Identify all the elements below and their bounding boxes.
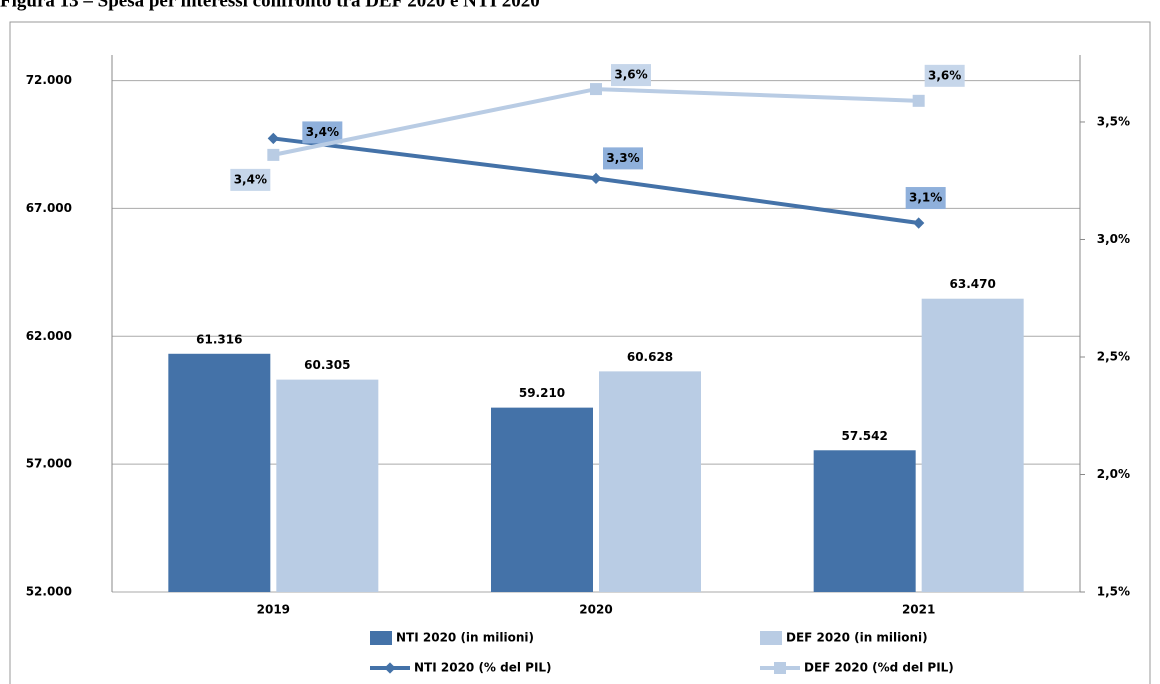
bar xyxy=(813,450,916,592)
bar xyxy=(276,379,379,592)
y-tick-label: 57.000 xyxy=(26,457,72,471)
marker xyxy=(267,148,280,161)
line-label: 3,4% xyxy=(306,125,339,139)
label-box xyxy=(230,168,271,191)
bar-label: 59.210 xyxy=(519,386,565,400)
bar xyxy=(599,371,701,592)
bar-label: 61.316 xyxy=(196,332,242,346)
legend-swatch xyxy=(760,631,782,645)
marker xyxy=(912,94,925,107)
x-tick-label: 2020 xyxy=(579,603,612,617)
marker xyxy=(913,217,925,229)
marker xyxy=(590,172,602,185)
y-tick-label: 62.000 xyxy=(26,329,72,343)
bar-label: 60.305 xyxy=(304,358,350,372)
marker xyxy=(267,132,279,145)
y-tick-label: 52.000 xyxy=(26,585,72,599)
label-box xyxy=(924,64,965,87)
bar-label: 57.542 xyxy=(842,429,888,443)
y2-tick-label: 1,5% xyxy=(1097,585,1130,599)
label-box xyxy=(905,187,946,210)
y-tick-label: 72.000 xyxy=(26,73,72,87)
line-label: 3,6% xyxy=(928,68,961,82)
bar xyxy=(168,353,271,592)
legend-marker xyxy=(774,662,786,674)
y2-tick-label: 2,5% xyxy=(1097,349,1130,363)
legend-label: DEF 2020 (%d del PIL) xyxy=(804,661,954,675)
line-label: 3,6% xyxy=(614,68,647,82)
label-box xyxy=(302,121,343,144)
bar-label: 60.628 xyxy=(627,350,673,364)
x-tick-label: 2021 xyxy=(902,603,935,617)
y2-tick-label: 3,0% xyxy=(1097,232,1130,246)
y2-tick-label: 2,0% xyxy=(1097,467,1130,481)
chart-title: Figura 13 – Spesa per interessi confront… xyxy=(0,0,540,11)
line-label: 3,3% xyxy=(606,151,639,165)
legend-label: DEF 2020 (in milioni) xyxy=(786,631,928,645)
marker xyxy=(590,83,602,96)
x-tick-label: 2019 xyxy=(257,603,290,617)
legend-marker xyxy=(384,662,396,674)
y-tick-label: 67.000 xyxy=(26,201,72,215)
line-label: 3,1% xyxy=(909,191,942,205)
legend-label: NTI 2020 (in milioni) xyxy=(396,631,534,645)
label-box xyxy=(603,147,643,170)
legend-swatch xyxy=(370,631,392,645)
line-label: 3,4% xyxy=(234,172,267,186)
bar-label: 63.470 xyxy=(950,277,996,291)
legend-label: NTI 2020 (% del PIL) xyxy=(414,661,552,675)
label-box xyxy=(611,64,651,87)
bar xyxy=(491,407,593,592)
bar xyxy=(921,298,1024,592)
y2-tick-label: 3,5% xyxy=(1097,114,1130,128)
